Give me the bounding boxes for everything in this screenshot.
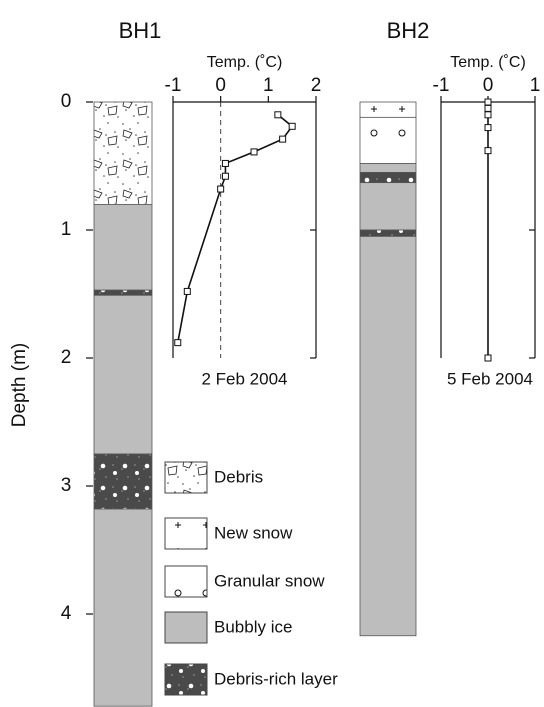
y-tick-label: 1 <box>61 219 72 240</box>
x-tick-label: -1 <box>433 75 450 96</box>
layer <box>93 203 153 291</box>
x-tick-label: 1 <box>263 75 274 96</box>
temperature-point <box>250 148 258 156</box>
y-tick-label: 3 <box>61 475 72 496</box>
legend-swatch <box>164 565 208 598</box>
layer <box>359 229 417 237</box>
temperature-point <box>288 122 296 130</box>
temperature-point <box>484 111 492 119</box>
temperature-point <box>221 159 229 167</box>
legend-label: Bubbly ice <box>214 617 292 636</box>
layer <box>359 116 417 164</box>
borehole-title: BH2 <box>387 18 430 43</box>
annotation: 2 Feb 2004 <box>201 369 287 388</box>
y-tick-label: 4 <box>61 603 72 624</box>
y-tick-label: 0 <box>61 91 72 112</box>
legend-label: Granular snow <box>214 571 325 590</box>
legend-swatch <box>164 611 208 644</box>
legend-swatch <box>164 461 208 494</box>
legend-label: Debris-rich layer <box>214 669 338 688</box>
temperature-point <box>484 354 492 362</box>
temperature-point <box>274 111 282 119</box>
x-tick-label: 2 <box>311 75 322 96</box>
y-axis-label: Depth (m) <box>9 343 30 427</box>
layer <box>359 163 417 173</box>
y-tick-label: 2 <box>61 347 72 368</box>
x-tick-label: 0 <box>215 75 226 96</box>
layer <box>359 182 417 231</box>
temperature-point <box>484 104 492 112</box>
layer <box>93 294 153 455</box>
temperature-point <box>484 124 492 132</box>
x-tick-label: 0 <box>483 75 494 96</box>
legend-swatch <box>164 663 208 696</box>
temperature-point <box>221 172 229 180</box>
legend-label: New snow <box>214 523 293 542</box>
layer <box>359 101 417 118</box>
legend-label: Debris <box>214 467 263 486</box>
x-tick-label: -1 <box>165 75 182 96</box>
annotation: 5 Feb 2004 <box>447 369 533 388</box>
legend-swatch <box>164 517 208 550</box>
temperature-line <box>176 114 294 343</box>
temperature-point <box>279 135 287 143</box>
borehole-title: BH1 <box>119 18 162 43</box>
temperature-point <box>183 287 191 295</box>
temperature-point <box>484 98 492 106</box>
layer <box>93 289 153 296</box>
x-axis-label: Temp. (˚C) <box>450 54 526 71</box>
layer <box>93 508 153 707</box>
temperature-point <box>484 147 492 155</box>
layer <box>359 235 417 637</box>
layer <box>93 101 153 205</box>
x-axis-label: Temp. (˚C) <box>207 54 283 71</box>
temperature-point <box>174 339 182 347</box>
layer <box>359 171 417 184</box>
x-tick-label: 1 <box>530 75 541 96</box>
layer <box>93 453 153 510</box>
temperature-point <box>217 185 225 193</box>
